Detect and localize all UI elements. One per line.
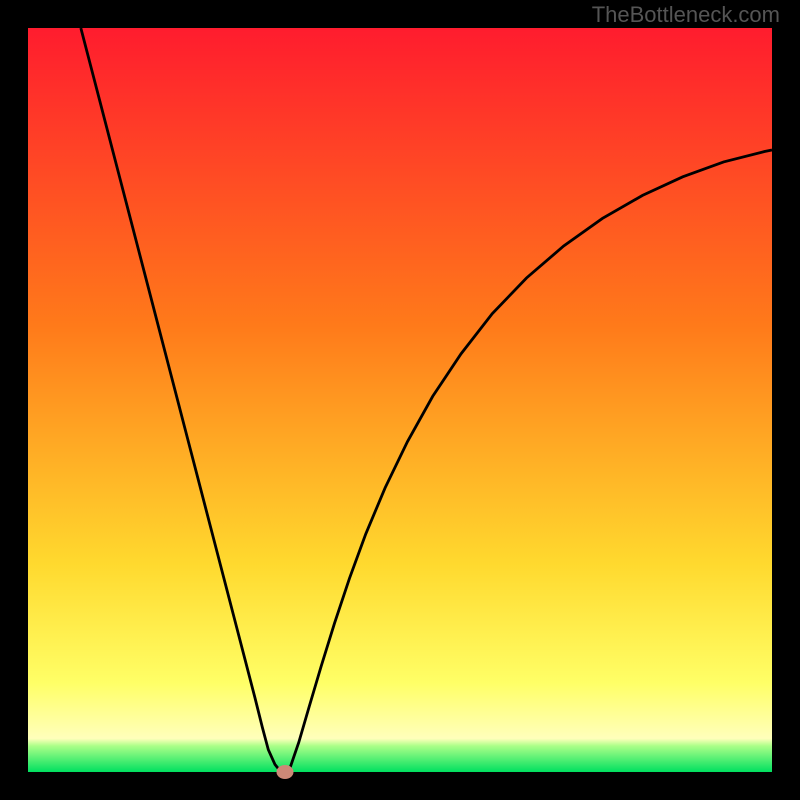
optimum-marker — [276, 765, 293, 779]
bottleneck-curve — [28, 28, 772, 772]
watermark-text: TheBottleneck.com — [592, 2, 780, 28]
plot-area — [28, 28, 772, 772]
